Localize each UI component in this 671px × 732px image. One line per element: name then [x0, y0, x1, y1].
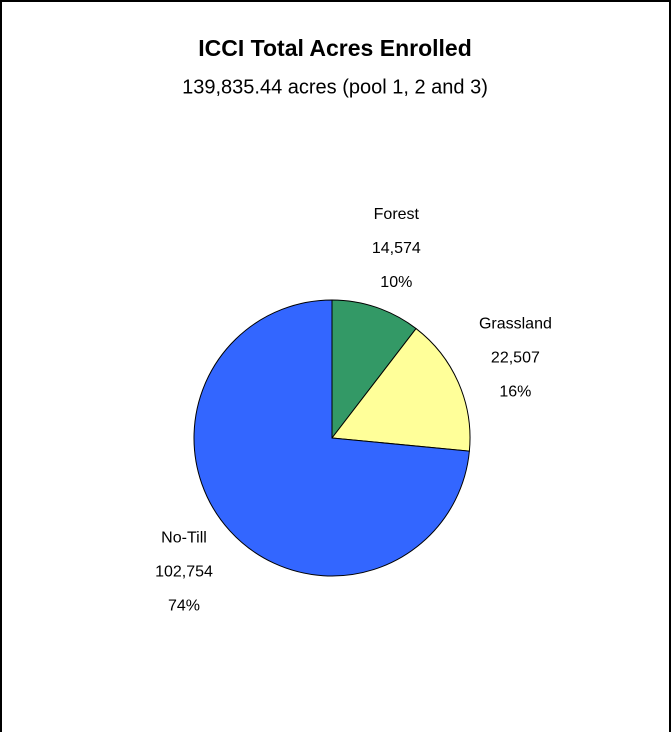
chart-subtitle: 139,835.44 acres (pool 1, 2 and 3) — [182, 76, 488, 98]
value-label: 102,754 — [155, 564, 213, 581]
percent-label: 16% — [499, 383, 531, 400]
pie-slice — [193, 299, 470, 577]
pie-slice — [331, 299, 417, 440]
category-label: Grassland — [479, 315, 552, 332]
chart-title: ICCI Total Acres Enrolled — [198, 35, 472, 61]
percent-label: 74% — [168, 598, 200, 615]
percent-label: 10% — [380, 274, 412, 291]
category-label: Forest — [374, 206, 420, 223]
value-label: 14,574 — [372, 240, 421, 257]
category-label: No-Till — [161, 530, 207, 547]
value-label: 22,507 — [491, 349, 540, 366]
pie-slice — [331, 327, 471, 452]
